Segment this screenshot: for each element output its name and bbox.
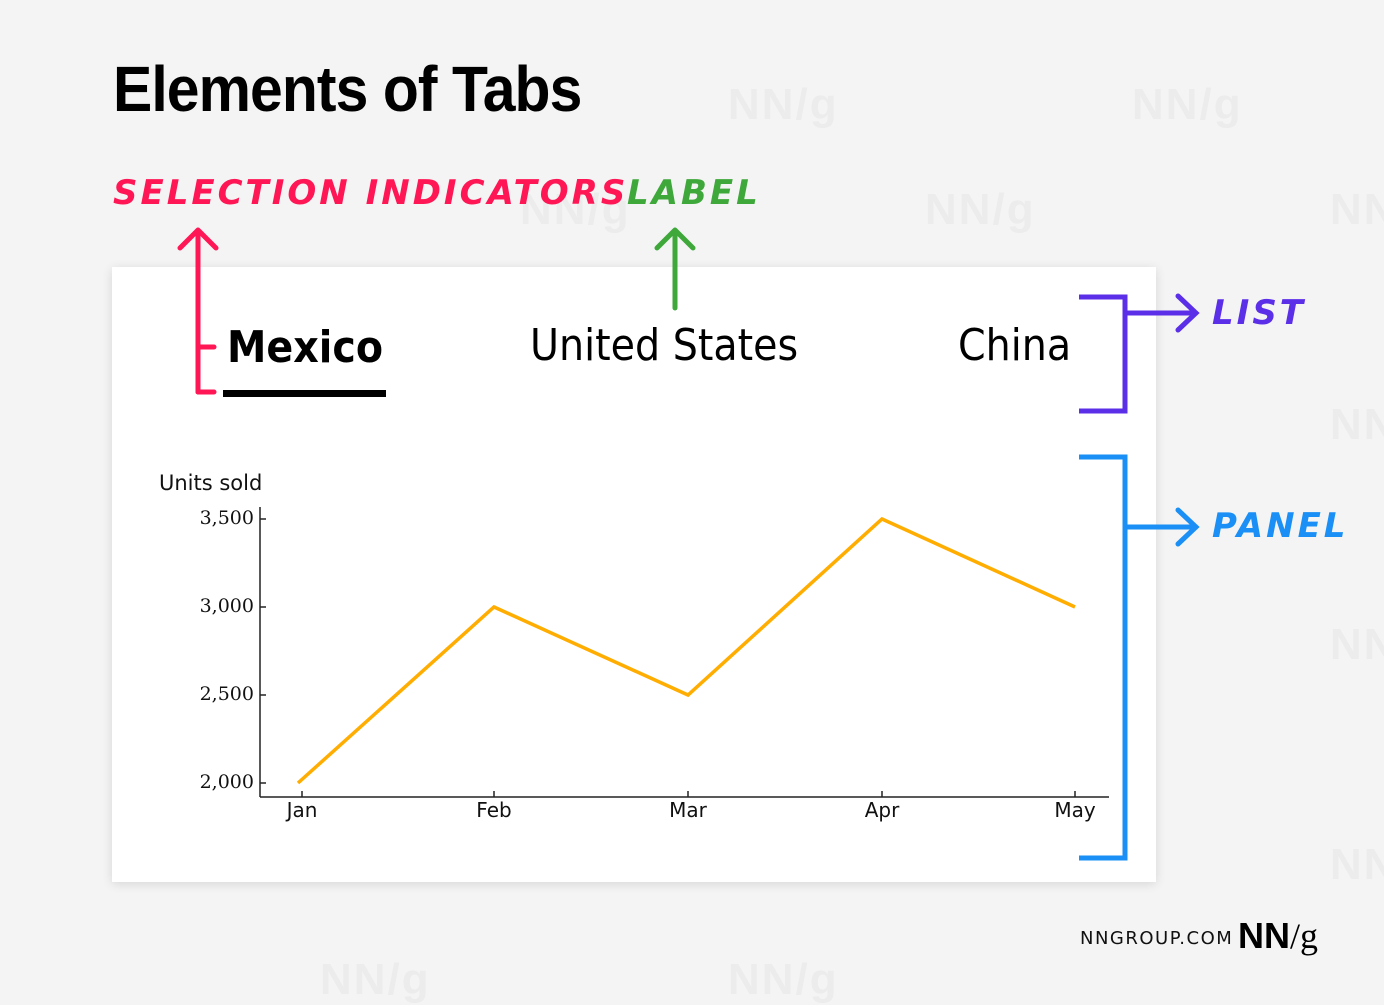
watermark: NN/g [728,80,839,129]
label-arrow-icon [654,227,696,311]
selection-indicator-underline [223,390,386,397]
x-tick-label: Feb [476,798,512,822]
watermark: NN/g [1330,185,1384,234]
watermark: NN/g [1330,400,1384,449]
y-axis-label: Units sold [159,471,263,495]
line-chart [259,507,1109,798]
x-tick-label: May [1054,798,1096,822]
logo-slash-g: /g [1290,916,1319,956]
panel-bracket-arrow-icon [1079,454,1200,861]
watermark: NN/g [925,185,1036,234]
tab-china[interactable]: China [958,320,1072,371]
list-bracket-arrow-icon [1079,293,1200,414]
watermark: NN/g [1330,840,1384,889]
watermark: NN/g [1330,620,1384,669]
annotation-list: LIST [1212,293,1306,333]
y-tick-label: 2,500 [199,683,254,705]
selection-indicators-arrow-icon [177,227,219,395]
y-tick-label: 3,500 [199,507,254,529]
y-tick-label: 3,000 [199,595,254,617]
y-tick-label: 2,000 [199,771,254,793]
tab-united-states[interactable]: United States [530,320,799,371]
footer-url[interactable]: NNGROUP.COM [1080,928,1234,949]
watermark: NN/g [1132,80,1243,129]
page-title: Elements of Tabs [113,53,582,125]
watermark: NN/g [520,185,631,234]
nng-logo: NN/g [1238,915,1318,957]
tab-mexico[interactable]: Mexico [227,322,384,373]
x-tick-label: Mar [669,798,707,822]
x-tick-label: Jan [286,798,318,822]
annotation-label: LABEL [627,173,761,213]
tabs-component: Mexico United States China Units sold 3,… [112,267,1156,882]
annotation-selection-indicators: SELECTION INDICATORS [113,173,629,213]
annotation-panel: PANEL [1212,506,1349,546]
series-line [296,516,1076,785]
x-tick-label: Apr [864,798,900,822]
logo-nn: NN [1238,915,1290,956]
